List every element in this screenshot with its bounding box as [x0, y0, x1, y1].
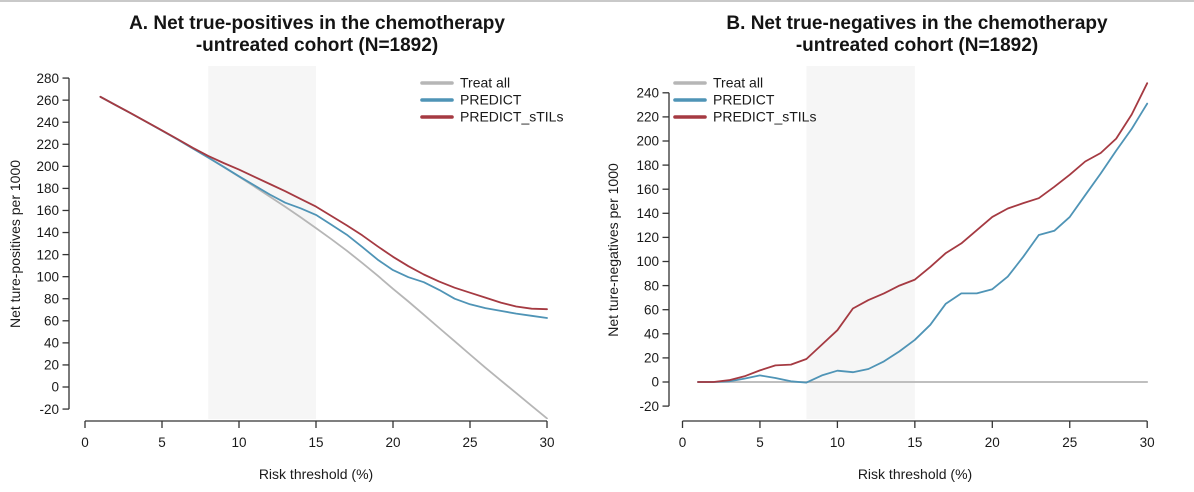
- y-tick-label: -20: [639, 399, 659, 414]
- y-tick-label: 200: [36, 159, 59, 174]
- y-tick-label: 20: [44, 358, 59, 373]
- y-axis-label: Net ture-negatives per 1000: [605, 163, 621, 337]
- y-tick-label: 220: [36, 137, 59, 152]
- x-axis-label: Risk threshold (%): [259, 466, 373, 482]
- x-tick-label: 25: [462, 435, 477, 450]
- y-tick-label: 20: [644, 351, 659, 366]
- legend-label: PREDICT_sTILs: [713, 109, 816, 125]
- y-tick-label: 140: [36, 225, 59, 240]
- y-tick-label: 60: [44, 314, 59, 329]
- panel-b: B. Net true-negatives in the chemotherap…: [597, 0, 1194, 492]
- series-line-predict-stils: [99, 95, 548, 311]
- y-tick-label: 220: [636, 110, 659, 125]
- x-tick-label: 30: [539, 435, 554, 450]
- y-tick-label: 160: [636, 182, 659, 197]
- x-tick-label: 10: [830, 435, 845, 450]
- series-line-predict: [99, 95, 548, 319]
- y-tick-label: 240: [36, 115, 59, 130]
- y-tick-label: 180: [36, 181, 59, 196]
- legend-label: PREDICT: [713, 92, 775, 108]
- x-tick-label: 30: [1140, 435, 1155, 450]
- panel-b-chart: -20 0 20 40 60 80 100 120 140 160 180 200 220 240 0 5 10…: [605, 66, 1155, 482]
- legend-label: Treat all: [460, 75, 510, 91]
- x-tick-label: 5: [756, 435, 764, 450]
- y-axis-label: Net ture-positives per 1000: [7, 160, 23, 328]
- y-tick-label: 120: [636, 230, 659, 245]
- window-top-border: [0, 0, 1194, 2]
- y-tick-label: -20: [39, 402, 59, 417]
- y-tick-label: 80: [644, 278, 659, 293]
- series-group: [697, 82, 1149, 384]
- series-line-predict-stils: [697, 82, 1149, 383]
- panel-a-title-line1: A. Net true-positives in the chemotherap…: [129, 13, 505, 34]
- x-tick-label: 15: [308, 435, 323, 450]
- x-tick-label: 25: [1062, 435, 1077, 450]
- panel-a-title: A. Net true-positives in the chemotherap…: [37, 13, 597, 57]
- y-tick-label: 100: [636, 254, 659, 269]
- x-tick-label: 5: [158, 435, 166, 450]
- y-tick-label: 40: [44, 336, 59, 351]
- series-group: [99, 95, 548, 419]
- series-line-treat-all: [99, 95, 548, 419]
- x-tick-label: 15: [907, 435, 922, 450]
- y-tick-label: 100: [36, 269, 59, 284]
- y-tick-label: 260: [36, 93, 59, 108]
- x-tick-label: 0: [81, 435, 89, 450]
- panel-a-chart: -200204060801001201401601802002202402602…: [7, 66, 564, 482]
- panel-b-title-line1: B. Net true-negatives in the chemotherap…: [726, 13, 1108, 34]
- series-line-predict: [697, 102, 1149, 384]
- y-tick-label: 200: [636, 134, 659, 149]
- panel-b-title: B. Net true-negatives in the chemotherap…: [637, 13, 1194, 57]
- y-tick-label: 160: [36, 203, 59, 218]
- legend-label: PREDICT_sTILs: [460, 109, 563, 125]
- x-tick-label: 20: [985, 435, 1000, 450]
- y-tick-label: 40: [644, 327, 659, 342]
- y-tick-label: 80: [44, 291, 59, 306]
- x-axis-label: Risk threshold (%): [858, 466, 972, 482]
- panel-a: A. Net true-positives in the chemotherap…: [7, 13, 597, 482]
- x-tick-label: 10: [231, 435, 246, 450]
- legend-label: Treat all: [713, 75, 763, 91]
- x-tick-label: 20: [385, 435, 400, 450]
- legend-label: PREDICT: [460, 92, 522, 108]
- y-tick-label: 240: [636, 86, 659, 101]
- y-tick-label: 120: [36, 247, 59, 262]
- highlight-band: [806, 66, 915, 419]
- y-tick-label: 180: [636, 158, 659, 173]
- y-tick-label: 0: [651, 375, 659, 390]
- panel-a-title-line2: -untreated cohort (N=1892): [195, 35, 439, 56]
- y-tick-label: 60: [644, 302, 659, 317]
- y-tick-label: 280: [36, 71, 59, 86]
- highlight-band: [208, 66, 316, 419]
- panel-b-title-line2: -untreated cohort (N=1892): [795, 35, 1039, 56]
- x-tick-label: 0: [679, 435, 687, 450]
- y-tick-label: 140: [636, 206, 659, 221]
- y-tick-label: 0: [51, 380, 59, 395]
